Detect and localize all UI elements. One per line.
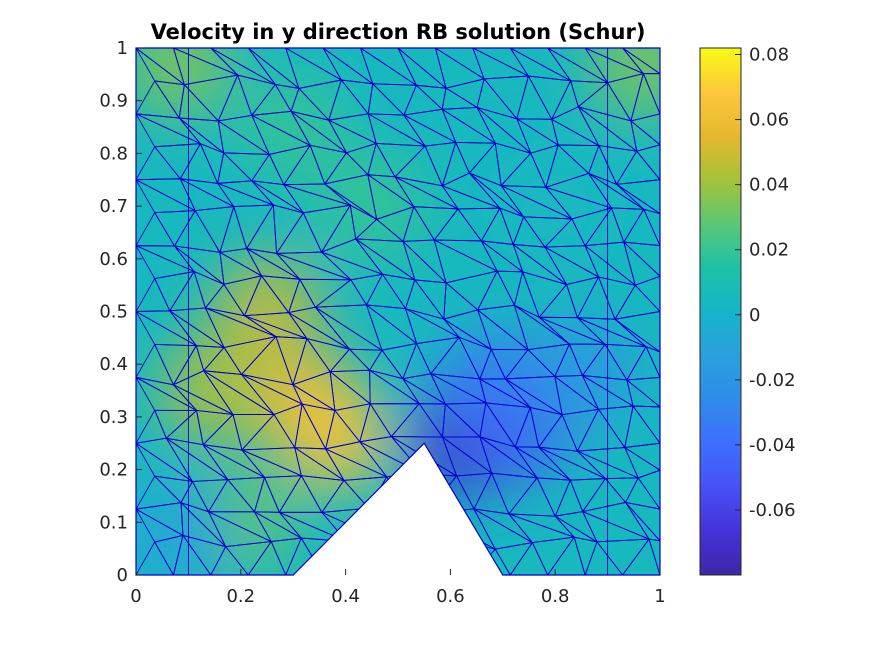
x-tick-label: 0.2 <box>226 586 255 607</box>
plot-area <box>135 47 661 576</box>
domain-boundary <box>135 47 661 576</box>
field-blob <box>159 335 270 446</box>
mesh-triangle <box>421 538 453 575</box>
colorbar-tick-label: -0.02 <box>749 370 796 391</box>
field-blob <box>500 151 611 262</box>
mesh-triangle <box>401 502 453 540</box>
colorbar-tick-label: 0.08 <box>749 45 789 66</box>
mesh-triangle <box>385 473 425 504</box>
mesh-triangle <box>397 545 437 575</box>
mesh-triangle <box>621 48 660 75</box>
mesh-triangle <box>367 502 424 548</box>
colorbar-tick-label: 0.02 <box>749 240 789 261</box>
y-axis: 0 0.1 0.2 0.3 0.4 0.5 0.6 0.7 0.8 0.9 1 <box>99 38 142 586</box>
x-tick-label: 0.4 <box>331 586 360 607</box>
chart-title: Velocity in y direction RB solution (Sch… <box>151 20 646 44</box>
colorbar-tick-label: 0.06 <box>749 110 789 131</box>
y-tick-label: 0.7 <box>99 196 128 217</box>
mesh-triangle <box>359 538 399 575</box>
colorbar-tick-label: 0 <box>749 305 760 326</box>
mesh-triangle <box>401 472 428 514</box>
y-tick-label: 0.1 <box>99 512 128 533</box>
field-blob <box>238 72 349 183</box>
x-tick-label: 1 <box>654 586 665 607</box>
y-tick-label: 0.9 <box>99 91 128 112</box>
y-tick-label: 0.2 <box>99 460 128 481</box>
field-blob <box>212 256 322 367</box>
x-tick-label: 0 <box>130 586 141 607</box>
y-tick-label: 1 <box>117 38 128 59</box>
mesh-triangle <box>345 539 384 575</box>
field-blob <box>316 151 427 262</box>
mesh-triangle <box>401 501 453 547</box>
y-tick-label: 0.8 <box>99 143 128 164</box>
field-blob <box>589 48 660 119</box>
mesh-triangle <box>367 506 423 547</box>
x-tick-label: 0.8 <box>541 586 570 607</box>
colorbar: 0.08 0.06 0.04 0.02 0 -0.02 -0.04 -0.06 <box>699 45 796 576</box>
mesh-triangle <box>434 537 474 575</box>
x-axis: 0 0.2 0.4 0.6 0.8 1 <box>130 569 666 607</box>
colorbar-tick-label: -0.06 <box>749 500 796 521</box>
y-tick-label: 0.4 <box>99 354 128 375</box>
colorbar-tick-label: -0.04 <box>749 435 796 456</box>
y-tick-label: 0 <box>117 565 128 586</box>
y-tick-label: 0.3 <box>99 407 128 428</box>
y-tick-label: 0.6 <box>99 249 128 270</box>
y-tick-label: 0.5 <box>99 302 128 323</box>
mesh-triangle <box>381 539 424 575</box>
field-blob <box>437 330 548 441</box>
x-tick-label: 0.6 <box>436 586 465 607</box>
colorbar-scale <box>699 47 742 576</box>
field-blob <box>526 319 637 430</box>
colorbar-tick-label: 0.04 <box>749 175 789 196</box>
mesh-triangle <box>322 540 362 575</box>
